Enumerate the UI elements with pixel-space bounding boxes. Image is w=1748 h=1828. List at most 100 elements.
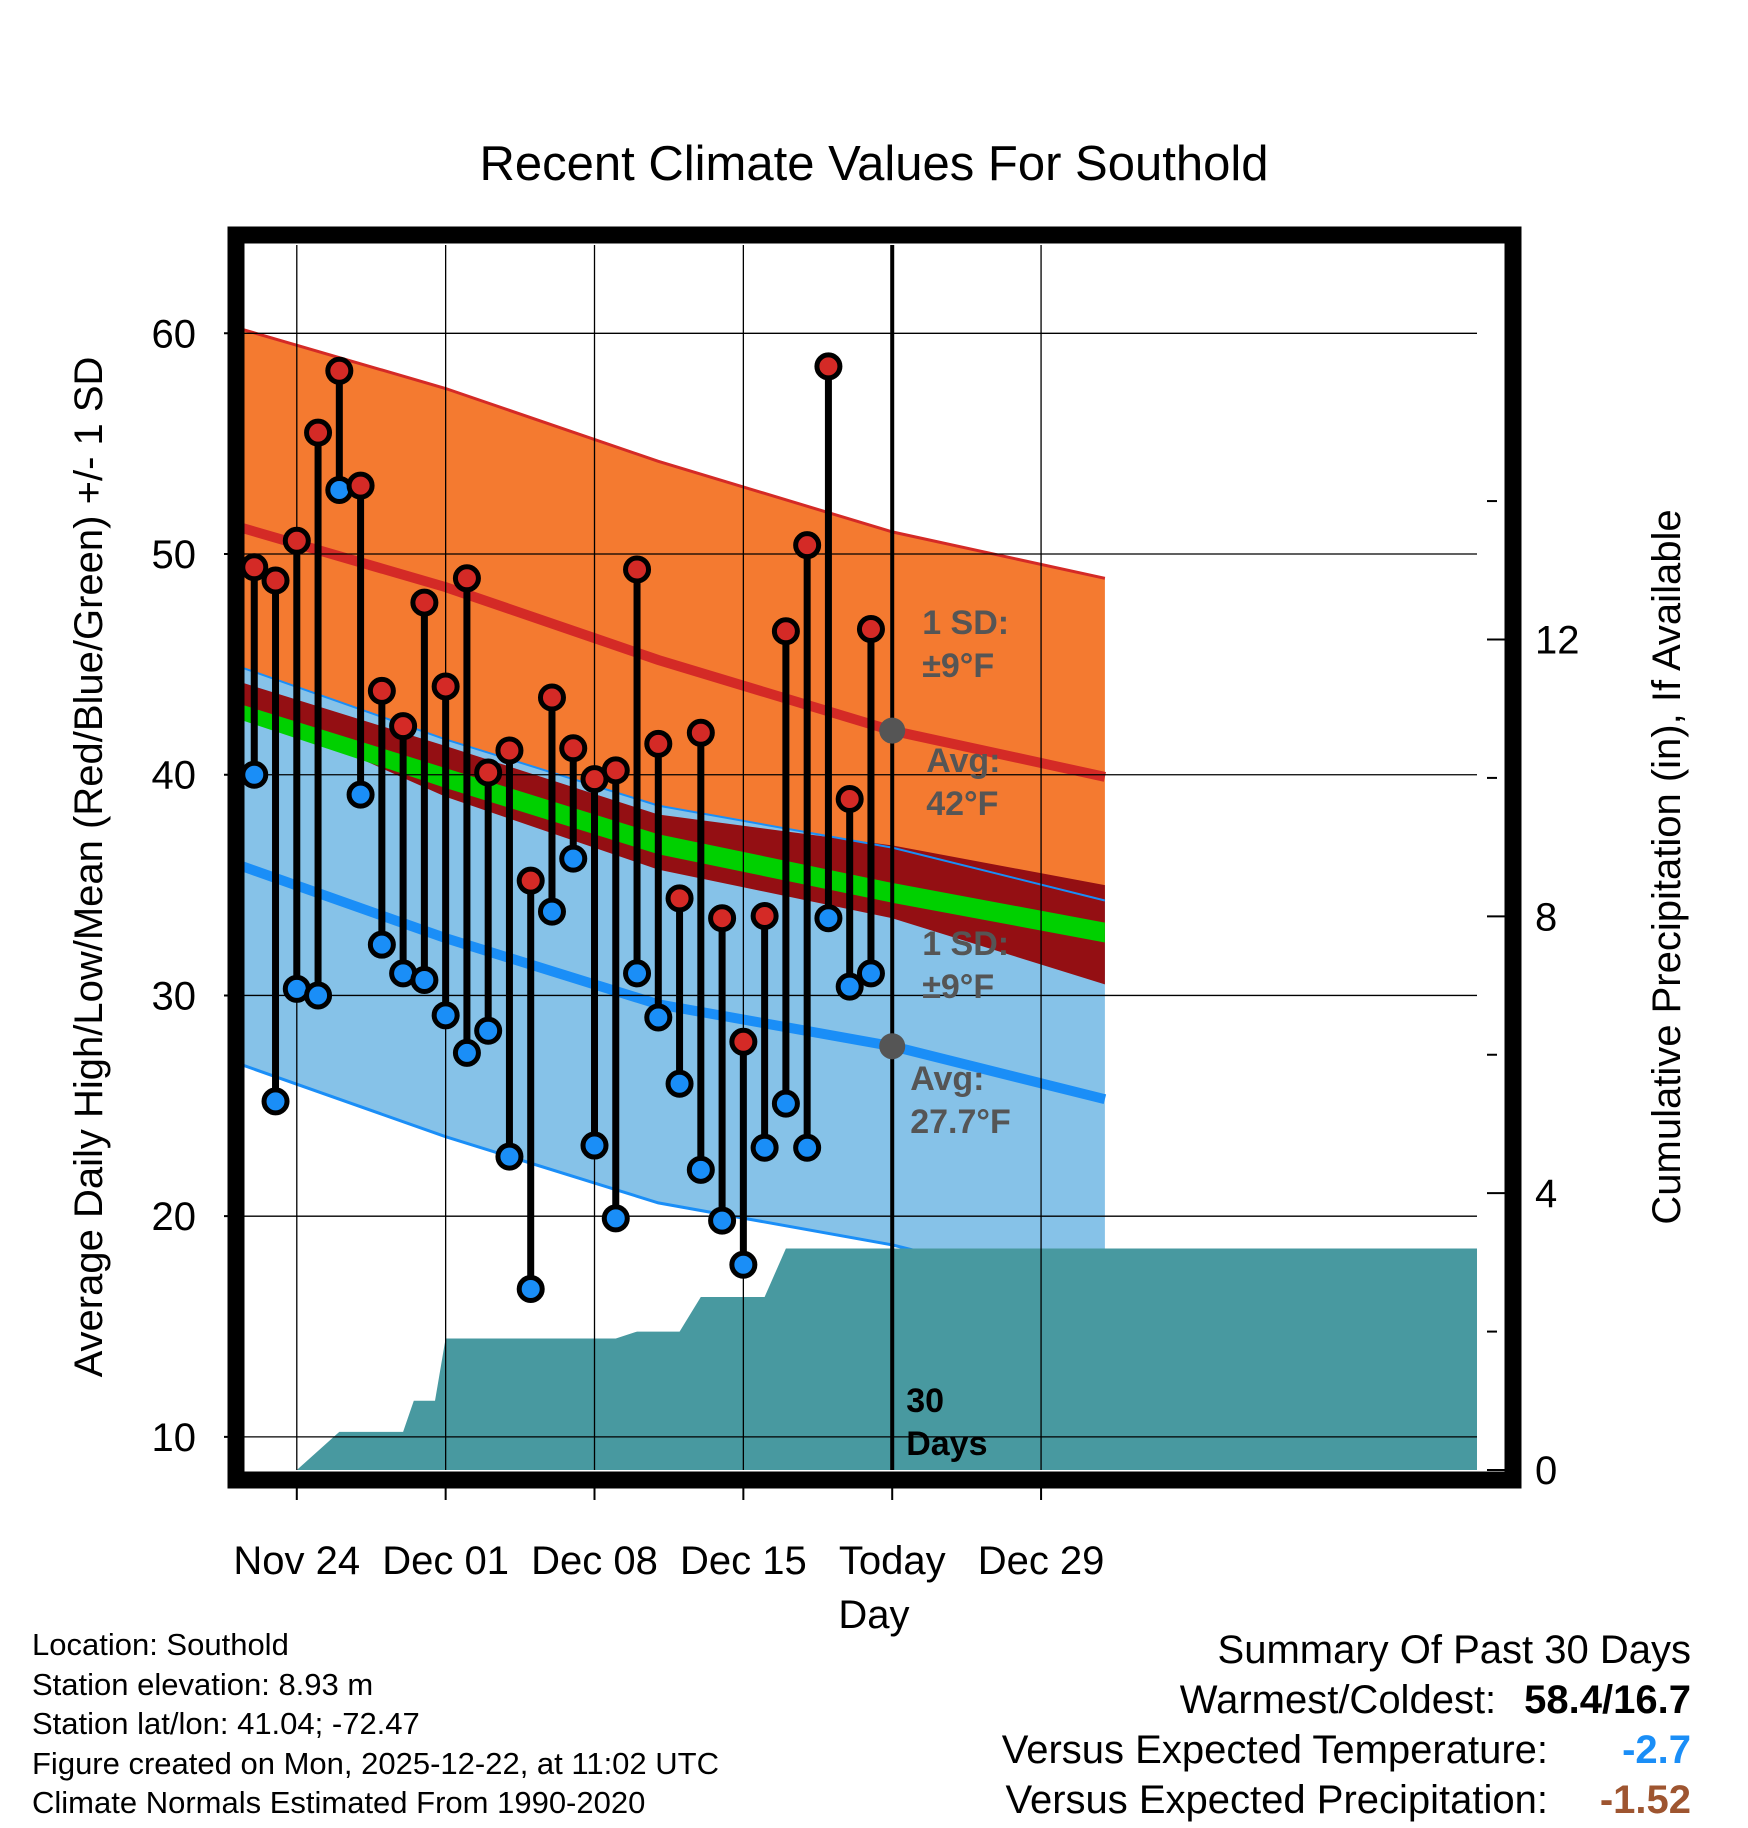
y-tick-label: 10	[152, 1416, 197, 1460]
station-info: Location: Southold Station elevation: 8.…	[32, 1625, 719, 1823]
plot-area: 1 SD: ±9°F Avg: 42°F 1 SD: ±9°F Avg: 27.7°F 30 Da…	[233, 245, 1477, 1470]
daily-high-marker	[856, 615, 885, 644]
x-axis-label: Day	[838, 1593, 909, 1637]
x-tick-label: Dec 01	[382, 1539, 509, 1583]
daily-low-marker	[261, 1087, 290, 1116]
y-tick-label: 30	[152, 974, 197, 1018]
precipitation-departure-label: Versus Expected Precipitation:	[1005, 1778, 1548, 1822]
daily-low-marker	[771, 1089, 800, 1118]
daily-low-marker	[856, 959, 885, 988]
low-avg-annotation-value: 27.7°F	[910, 1103, 1011, 1141]
warmest-coldest-label: Warmest/Coldest:	[1179, 1678, 1497, 1722]
daily-low-marker	[793, 1133, 822, 1162]
precipitation-departure-value: -1.52	[1599, 1778, 1691, 1822]
daily-high-marker	[516, 866, 545, 895]
daily-low-marker	[665, 1069, 694, 1098]
low-sd-annotation-title: 1 SD:	[922, 925, 1009, 963]
daily-high-marker	[793, 531, 822, 560]
precipitation-departure-row: Versus Expected Precipitation: -1.52	[1002, 1775, 1691, 1825]
daily-low-marker	[644, 1003, 673, 1032]
daily-low-marker	[516, 1275, 545, 1304]
daily-low-marker	[495, 1142, 524, 1171]
x-tick-label: Dec 08	[531, 1539, 658, 1583]
daily-low-marker	[346, 780, 375, 809]
daily-high-marker	[346, 471, 375, 500]
daily-high-marker	[729, 1027, 758, 1056]
y2-tick-label: 12	[1535, 618, 1580, 662]
temperature-departure-row: Versus Expected Temperature: -2.7	[1002, 1725, 1691, 1775]
normals-text: Climate Normals Estimated From 1990-2020	[32, 1785, 646, 1820]
high-avg-annotation-value: 42°F	[926, 785, 998, 823]
y2-tick-label: 8	[1535, 895, 1557, 939]
daily-high-marker	[835, 785, 864, 814]
daily-high-marker	[537, 683, 566, 712]
daily-low-marker	[431, 1001, 460, 1030]
summary-panel: Summary Of Past 30 Days Warmest/Coldest:…	[1002, 1625, 1691, 1825]
daily-high-marker	[431, 672, 460, 701]
high-sd-annotation-value: ±9°F	[922, 647, 994, 685]
daily-high-marker	[559, 734, 588, 763]
warmest-coldest-value: 58.4/16.7	[1524, 1678, 1691, 1722]
daily-high-marker	[601, 756, 630, 785]
location-text: Location: Southold	[32, 1627, 289, 1662]
daily-low-marker	[367, 930, 396, 959]
daily-high-marker	[623, 555, 652, 584]
x-tick-label: Today	[839, 1539, 946, 1583]
daily-high-marker	[389, 712, 418, 741]
daily-high-marker	[771, 617, 800, 646]
daily-high-marker	[814, 352, 843, 381]
daily-low-marker	[452, 1038, 481, 1067]
high-upper-edge	[233, 325, 1106, 580]
daily-high-marker	[261, 566, 290, 595]
latlon-text: Station lat/lon: 41.04; -72.47	[32, 1706, 420, 1741]
created-text: Figure created on Mon, 2025-12-22, at 11…	[32, 1745, 719, 1781]
y-tick-label: 60	[152, 312, 197, 356]
daily-high-marker	[304, 418, 333, 447]
low-avg-annotation-title: Avg:	[910, 1060, 984, 1098]
precipitation-area	[245, 1248, 1477, 1470]
daily-high-marker	[708, 904, 737, 933]
daily-low-marker	[240, 760, 269, 789]
days-annotation-number: 30	[906, 1382, 944, 1420]
daily-low-marker	[708, 1206, 737, 1235]
daily-high-marker	[240, 553, 269, 582]
today-low-normal-marker	[879, 1033, 906, 1060]
y-axis-label: Average Daily High/Low/Mean (Red/Blue/Gr…	[67, 357, 111, 1378]
daily-low-marker	[474, 1016, 503, 1045]
daily-low-marker	[623, 959, 652, 988]
daily-low-marker	[814, 904, 843, 933]
y-tick-label: 40	[152, 754, 197, 798]
axes: 10 20 30 40 50 60 0 4 8 12 Nov 24 Dec 01 Dec 08 Dec 1…	[152, 226, 1580, 1583]
daily-low-marker	[729, 1250, 758, 1279]
y2-axis-label: Cumulative Precipitation (in), If Availa…	[1645, 509, 1689, 1224]
daily-high-marker	[644, 729, 673, 758]
x-tick-label: Nov 24	[233, 1539, 360, 1583]
daily-low-marker	[580, 1131, 609, 1160]
days-annotation-label: Days	[906, 1425, 987, 1463]
daily-high-marker	[474, 758, 503, 787]
daily-low-marker	[686, 1155, 715, 1184]
mean-line	[233, 701, 1105, 943]
summary-title: Summary Of Past 30 Days	[1217, 1628, 1691, 1672]
daily-high-marker	[686, 718, 715, 747]
chart-title: Recent Climate Values For Southold	[480, 137, 1269, 191]
daily-low-marker	[410, 966, 439, 994]
high-avg-annotation-title: Avg:	[926, 742, 1000, 780]
warmest-coldest-row: Warmest/Coldest: 58.4/16.7	[1002, 1675, 1691, 1725]
high-sd-band	[233, 326, 1105, 976]
today-high-normal-marker	[879, 717, 906, 744]
temperature-departure-value: -2.7	[1622, 1728, 1691, 1772]
daily-high-marker	[750, 901, 779, 930]
high-mean-line	[233, 520, 1106, 782]
low-sd-band	[233, 664, 1105, 1298]
daily-low-marker	[559, 844, 588, 873]
high-sd-annotation-title: 1 SD:	[922, 604, 1009, 642]
y-tick-label: 20	[152, 1195, 197, 1239]
y-tick-label: 50	[152, 533, 197, 577]
y2-tick-label: 4	[1535, 1172, 1557, 1216]
daily-high-marker	[325, 356, 354, 385]
daily-high-marker	[495, 736, 524, 765]
daily-low-marker	[537, 897, 566, 926]
daily-high-marker	[367, 676, 396, 705]
elevation-text: Station elevation: 8.93 m	[32, 1666, 374, 1702]
